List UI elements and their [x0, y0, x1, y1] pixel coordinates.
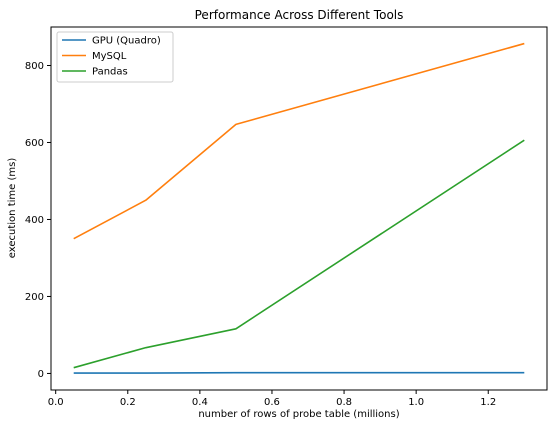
legend: GPU (Quadro) MySQL Pandas	[56, 31, 174, 83]
x-axis-ticks: 0.0 0.2 0.4 0.6 0.8 1.0 1.2	[48, 390, 496, 408]
legend-box	[56, 31, 174, 83]
legend-label: Pandas	[92, 67, 128, 78]
x-tick-label: 0.0	[48, 397, 64, 408]
x-tick-label: 0.6	[264, 397, 280, 408]
y-tick-label: 200	[25, 292, 44, 303]
x-tick-label: 1.0	[408, 397, 424, 408]
x-tick-label: 0.4	[192, 397, 208, 408]
y-tick-label: 400	[25, 215, 44, 226]
series-line-mysql	[73, 42, 525, 240]
x-tick-label: 0.8	[336, 397, 352, 408]
legend-label: GPU (Quadro)	[92, 36, 161, 47]
series-line-pandas	[73, 139, 525, 369]
y-tick-label: 600	[25, 138, 44, 149]
series-layer	[73, 42, 525, 374]
x-axis-label: number of rows of probe table (millions)	[198, 409, 399, 420]
y-axis-ticks: 0 200 400 600 800	[25, 61, 51, 380]
y-tick-label: 0	[38, 369, 44, 380]
chart-title: Performance Across Different Tools	[195, 8, 404, 22]
y-tick-label: 800	[25, 61, 44, 72]
legend-label: MySQL	[92, 51, 127, 62]
y-axis-label: execution time (ms)	[7, 158, 18, 259]
x-tick-label: 0.2	[120, 397, 136, 408]
plot-frame	[50, 26, 548, 391]
x-tick-label: 1.2	[480, 397, 496, 408]
